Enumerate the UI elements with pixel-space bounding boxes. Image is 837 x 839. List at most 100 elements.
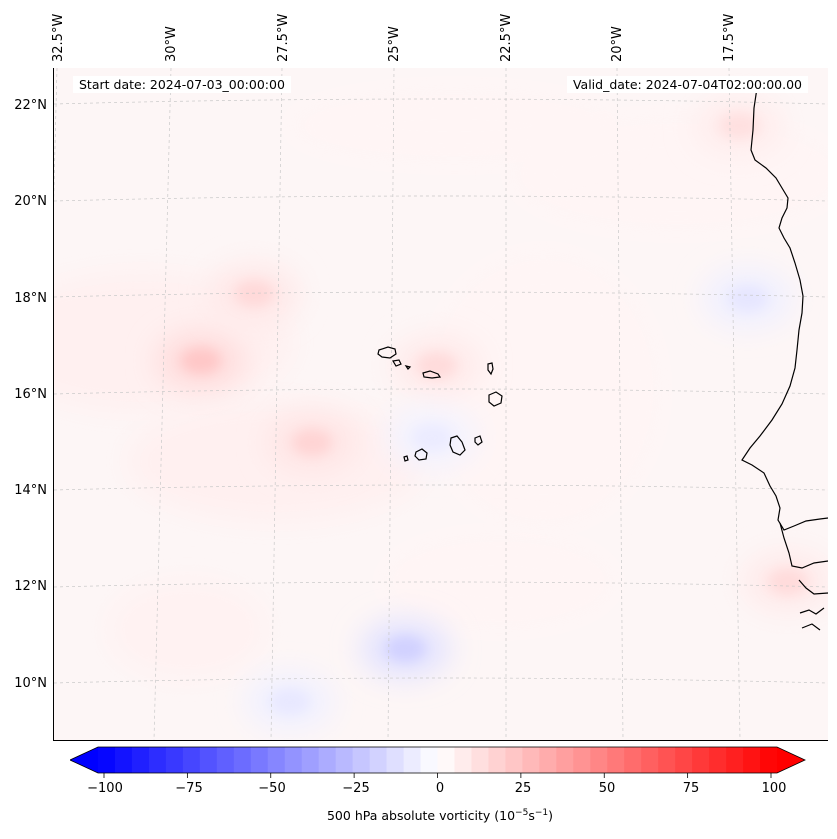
vorticity-min [269,688,310,715]
colorbar-segment [284,747,303,773]
island-santa-luzia [404,365,412,370]
colorbar-label-suffix: ) [548,808,553,824]
vorticity-min [385,635,426,662]
colorbar-tick-neg75: −75 [175,781,203,796]
colorbar-segment [573,747,591,773]
colorbar-segment [488,747,506,773]
gridline-lat-22 [54,98,828,105]
colorbar-segment [267,747,286,773]
colorbar-segment [522,747,540,773]
lon-label-17-5w: 17.5°W [722,13,737,62]
colorbar [70,746,806,778]
colorbar-extend-high [777,747,805,773]
africa-coastline [741,87,828,531]
field-band [284,85,625,166]
colorbar-segments [70,747,805,773]
lat-label-20n: 20°N [14,194,47,209]
colorbar-segment [760,747,778,773]
colorbar-segment [471,747,489,773]
vorticity-max [416,352,457,379]
colorbar-segment [641,747,659,773]
valid-date-label: Valid_date: 2024-07-04T02:00:00.00 [566,76,808,93]
colorbar-segment [148,747,167,773]
colorbar-segment [675,747,693,773]
colorbar-segment [386,747,404,773]
gridline-lon-20 [616,68,624,740]
gridline-lat-16 [54,388,828,395]
gridline-lon-25 [387,68,395,740]
colorbar-tick-50: 50 [598,781,616,796]
colorbar-segment [607,747,625,773]
vorticity-field [54,85,828,732]
gridline-lon-32-5 [54,68,58,201]
lon-label-27-5w: 27.5°W [276,13,291,62]
lon-label-22-5w: 22.5°W [499,13,514,62]
colorbar-tickmarks [103,773,772,778]
vorticity-max [719,112,759,139]
colorbar-segment [250,747,269,773]
colorbar-label: 500 hPa absolute vorticity (10−5s−1) [0,808,837,823]
colorbar-segment [131,747,150,773]
island-brava [403,455,409,462]
colorbar-tick-100: 100 [761,781,787,796]
lat-label-16n: 16°N [14,387,47,402]
island-boa-vista [488,391,503,407]
colorbar-segment [505,747,523,773]
colorbar-segment [369,747,387,773]
map-panel[interactable] [53,68,828,741]
colorbar-segment [199,747,218,773]
island-santiago [449,435,466,456]
gridline-lat-14 [54,484,828,491]
colorbar-segment [709,747,727,773]
graticule [54,68,828,740]
colorbar-segment [352,747,371,773]
map-canvas[interactable] [54,68,828,740]
gridline-lon-30 [153,68,172,740]
vorticity-max [234,280,275,307]
gridline-lat-18 [54,291,828,298]
coastline [377,87,828,631]
colorbar-segment [114,747,133,773]
colorbar-extend-low [70,747,98,773]
colorbar-segment [658,747,676,773]
lon-label-30w: 30°W [164,26,179,62]
lon-label-32-5w: 32.5°W [51,13,66,62]
start-date-label: Start date: 2024-07-03_00:00:00 [73,76,291,93]
lat-label-18n: 18°N [14,291,47,306]
colorbar-segment [726,747,744,773]
gridline-lat-12 [54,581,828,588]
colorbar-segment [556,747,574,773]
colorbar-segment [420,747,438,773]
lat-label-14n: 14°N [14,483,47,498]
vorticity-max [292,429,332,456]
colorbar-segment [335,747,354,773]
senegal-gambia-coast [779,522,828,631]
colorbar-outline [70,746,806,774]
field-band [126,401,427,522]
lat-label-12n: 12°N [14,579,47,594]
island-sao-nicolau [422,370,442,379]
colorbar-label-prefix: 500 hPa absolute vorticity (10 [326,808,516,824]
gridline-lon-17-5 [728,68,741,740]
colorbar-segment [165,747,184,773]
lat-label-10n: 10°N [14,676,47,691]
colorbar-label-exp2: −1 [534,808,549,818]
colorbar-tick-neg100: −100 [87,781,123,796]
colorbar-segment [301,747,320,773]
colorbar-tick-neg25: −25 [342,781,370,796]
gridline-lat-20 [54,195,828,202]
colorbar-segment [743,747,761,773]
vorticity-max [180,347,221,374]
colorbar-segment [454,747,472,773]
island-santo-antao [377,346,397,359]
colorbar-segment [590,747,608,773]
vorticity-min [412,424,453,451]
lat-label-22n: 22°N [14,98,47,113]
field-band [378,531,619,632]
island-sao-vicente [392,359,402,367]
island-fogo [414,448,428,461]
lon-label-20w: 20°W [610,26,625,62]
island-maio [474,435,483,446]
field-band [107,579,268,680]
vorticity-max [768,568,808,595]
